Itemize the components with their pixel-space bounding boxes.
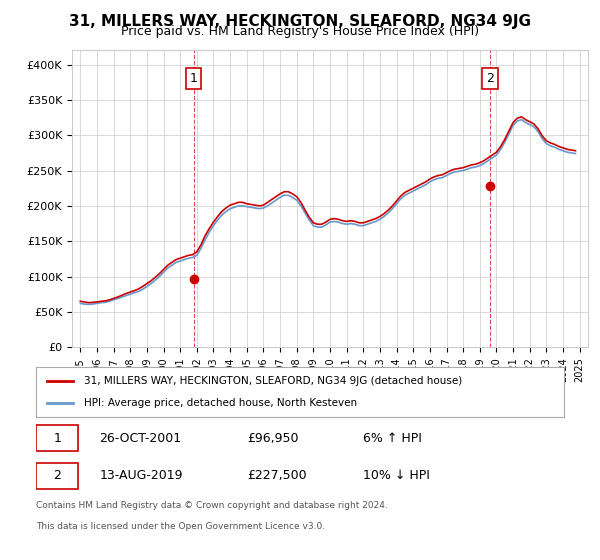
FancyBboxPatch shape: [36, 425, 78, 451]
Text: This data is licensed under the Open Government Licence v3.0.: This data is licensed under the Open Gov…: [36, 522, 325, 531]
Text: Contains HM Land Registry data © Crown copyright and database right 2024.: Contains HM Land Registry data © Crown c…: [36, 501, 388, 510]
Text: 1: 1: [190, 72, 197, 85]
Text: 6% ↑ HPI: 6% ↑ HPI: [364, 432, 422, 445]
Text: 2: 2: [486, 72, 494, 85]
Text: 31, MILLERS WAY, HECKINGTON, SLEAFORD, NG34 9JG: 31, MILLERS WAY, HECKINGTON, SLEAFORD, N…: [69, 14, 531, 29]
Text: HPI: Average price, detached house, North Kesteven: HPI: Average price, detached house, Nort…: [83, 398, 356, 408]
Text: 10% ↓ HPI: 10% ↓ HPI: [364, 469, 430, 483]
FancyBboxPatch shape: [36, 463, 78, 489]
Text: £96,950: £96,950: [247, 432, 299, 445]
Text: £227,500: £227,500: [247, 469, 307, 483]
Text: Price paid vs. HM Land Registry's House Price Index (HPI): Price paid vs. HM Land Registry's House …: [121, 25, 479, 38]
Text: 26-OCT-2001: 26-OCT-2001: [100, 432, 181, 445]
Text: 1: 1: [53, 432, 61, 445]
Text: 13-AUG-2019: 13-AUG-2019: [100, 469, 183, 483]
Text: 31, MILLERS WAY, HECKINGTON, SLEAFORD, NG34 9JG (detached house): 31, MILLERS WAY, HECKINGTON, SLEAFORD, N…: [83, 376, 462, 386]
Text: 2: 2: [53, 469, 61, 483]
